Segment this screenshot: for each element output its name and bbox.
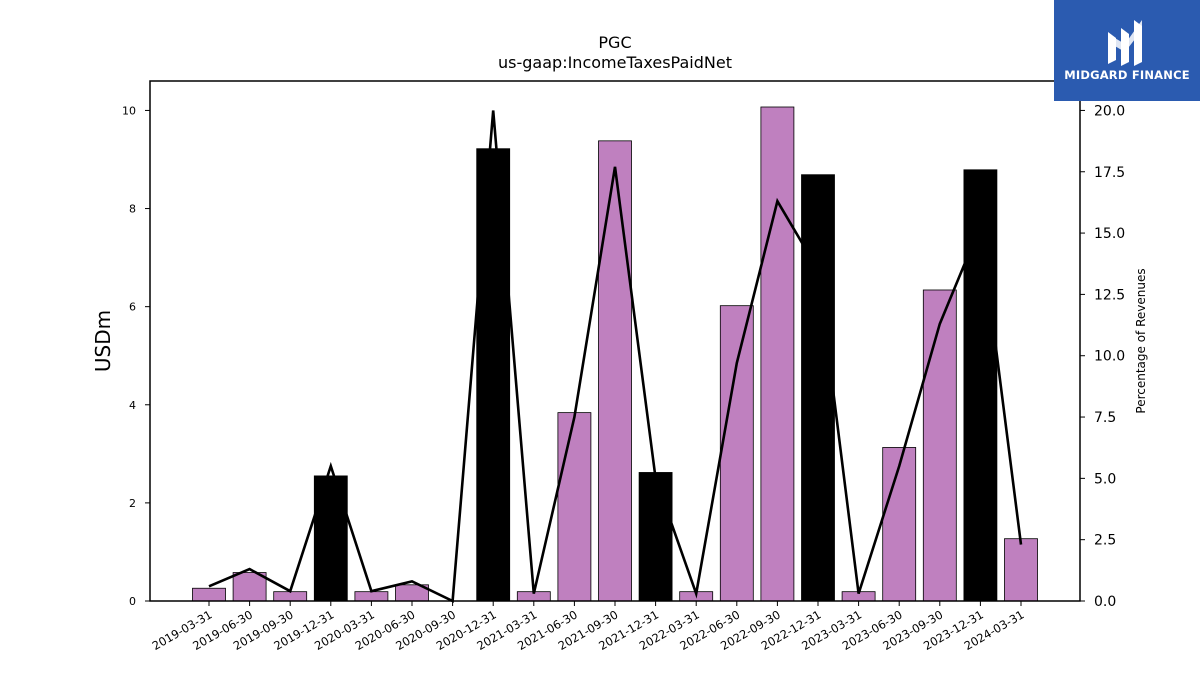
bar-2021-06-30 [557,412,592,602]
logo-text: MIDGARD FINANCE [1064,68,1190,82]
bar-2021-09-30 [598,140,632,602]
bar-2019-12-31 [313,475,348,602]
bar-2023-09-30 [922,289,957,602]
bar-2020-03-31 [354,591,389,602]
bar-2019-06-30 [232,572,267,602]
y-tick-label: 0 [129,595,136,608]
bar-2023-12-31 [963,169,998,602]
y2-tick-label: 2.5 [1094,533,1116,549]
bar-2024-03-31 [1004,538,1038,602]
y2-tick-label: 12.5 [1094,287,1125,303]
bar-2019-09-30 [273,591,308,602]
y2-tick-label: 15.0 [1094,226,1125,242]
bar-2021-12-31 [638,472,673,602]
y2-tick-label: 10.0 [1094,349,1125,365]
bar-2020-12-31 [476,148,511,602]
bar-2019-03-31 [192,587,226,602]
y2-tick-label: 5.0 [1094,471,1116,487]
y2-tick-label: 0.0 [1094,594,1116,610]
y2-axis-label: Percentage of Revenues [1134,268,1148,413]
y2-tick-label: 20.0 [1094,103,1125,119]
bar-2022-06-30 [719,305,754,602]
y-tick-label: 4 [129,399,136,412]
y-axis-label: USDm [91,310,115,372]
y-tick-label: 6 [129,301,136,314]
bar-2022-09-30 [760,106,795,602]
y2-tick-label: 7.5 [1094,410,1116,426]
midgard-finance-logo: MIDGARD FINANCE [1054,0,1200,101]
revenue-percentage-line [208,110,1023,603]
y-tick-label: 8 [129,203,136,216]
chart-title: PGC [598,33,631,52]
y-tick-label: 2 [129,497,136,510]
chart-subtitle: us-gaap:IncomeTaxesPaidNet [498,53,732,72]
logo-mark-icon [1108,20,1142,66]
y-tick-label: 10 [122,104,136,117]
bar-2022-12-31 [801,174,835,602]
bar-2023-06-30 [882,447,917,602]
y2-tick-label: 17.5 [1094,165,1125,181]
